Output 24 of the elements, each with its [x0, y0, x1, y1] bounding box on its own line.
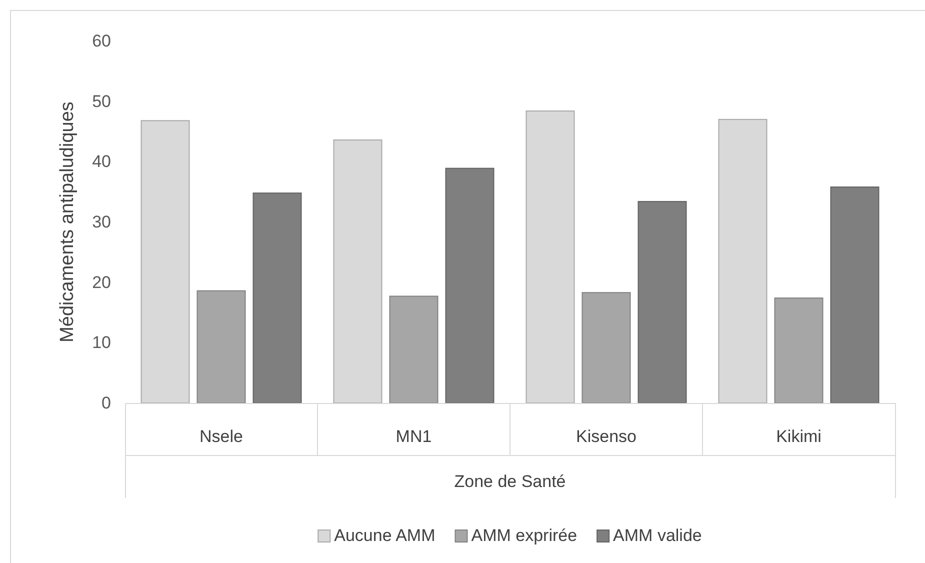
bar — [638, 200, 687, 404]
bar — [389, 296, 438, 404]
bar — [830, 186, 880, 404]
legend-label: AMM exprirée — [471, 526, 578, 545]
y-tick-label: 20 — [92, 272, 111, 292]
y-tick-label: 40 — [92, 152, 111, 172]
legend-label: Aucune AMM — [334, 526, 436, 545]
y-tick-label: 50 — [92, 92, 111, 111]
bar — [445, 168, 494, 404]
x-tick-label: MN1 — [396, 427, 432, 446]
bar — [252, 192, 302, 404]
bar — [196, 290, 246, 404]
x-tick-label: Kikimi — [776, 427, 822, 446]
y-tick-label: 10 — [92, 333, 111, 352]
x-axis-title: Zone de Santé — [454, 472, 566, 491]
y-tick-label: 0 — [102, 393, 111, 412]
legend-label: AMM valide — [613, 526, 702, 545]
y-tick-label: 60 — [92, 31, 111, 50]
x-tick-label: Kisenso — [576, 427, 636, 446]
bar — [774, 298, 824, 404]
x-tick-label: Nsele — [200, 427, 243, 446]
bar — [582, 292, 631, 404]
y-tick-label: 30 — [92, 212, 111, 232]
y-axis-title: Médicaments antipaludiques — [57, 102, 78, 342]
